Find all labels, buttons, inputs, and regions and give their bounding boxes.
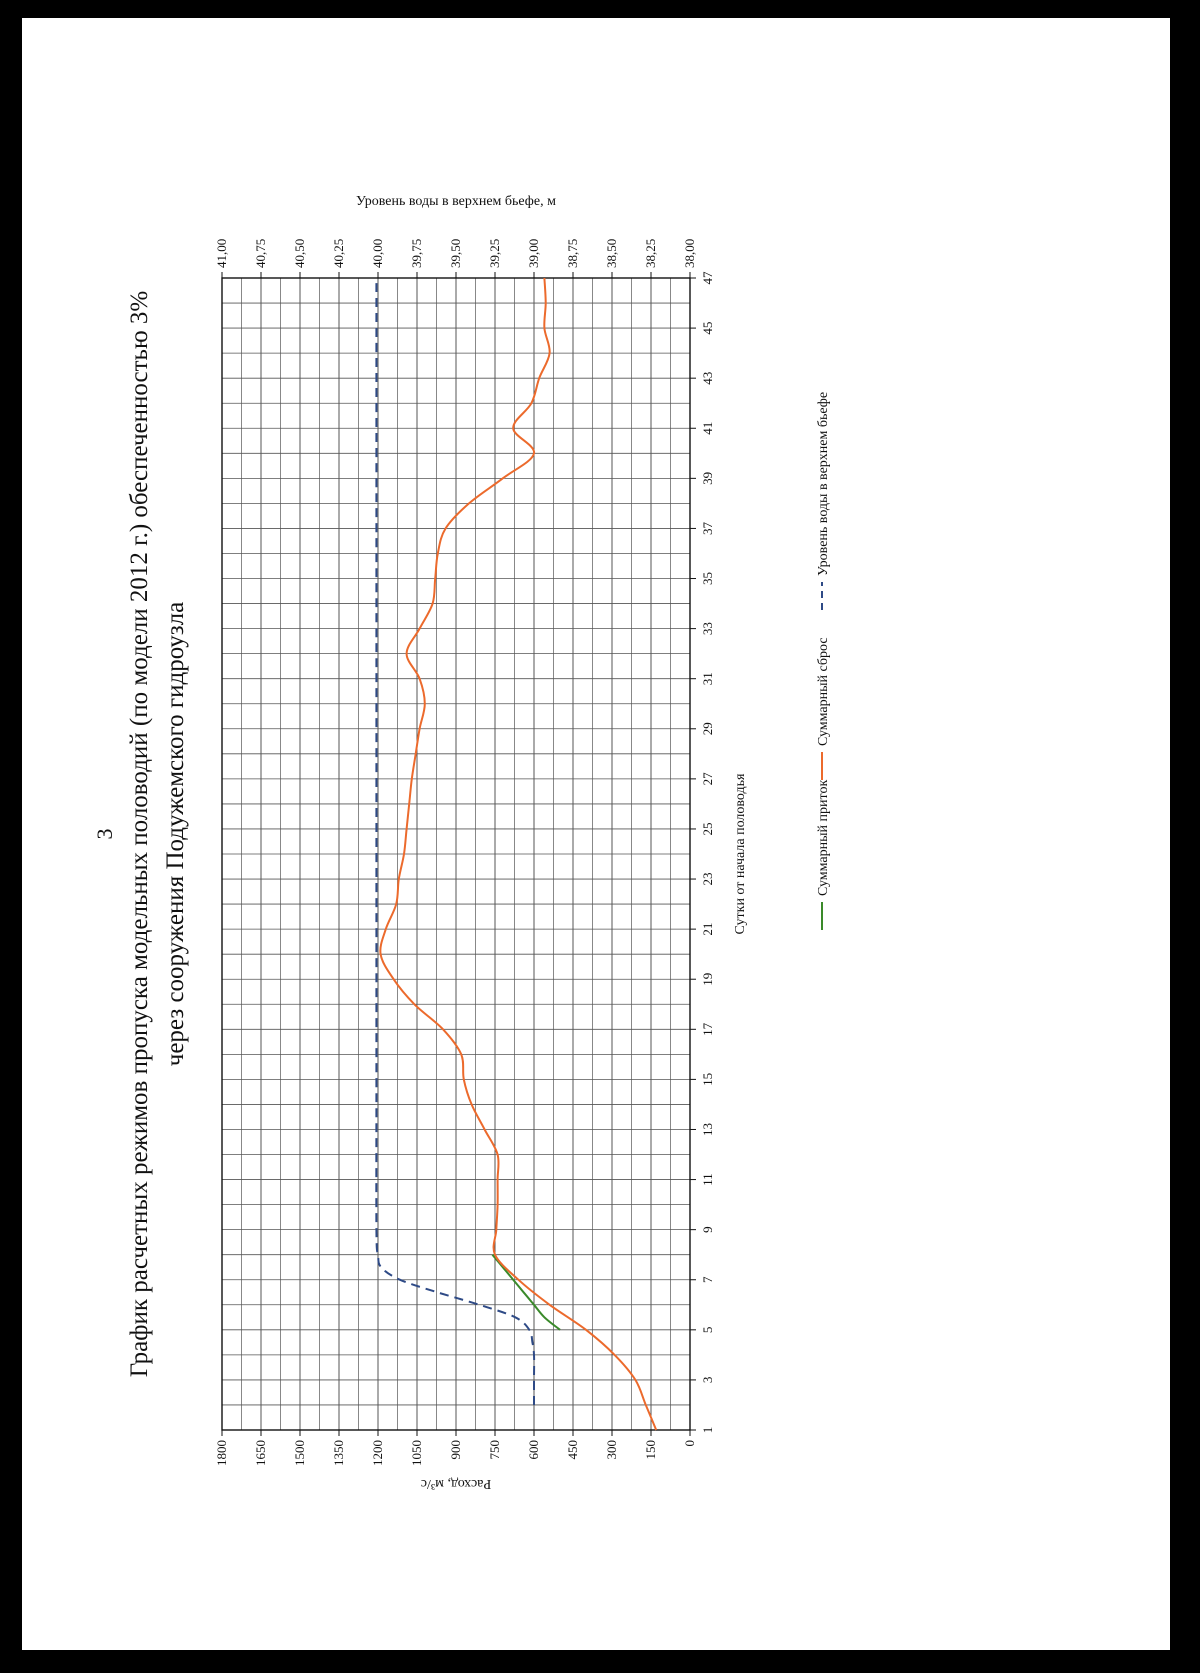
x-tick-label: 1: [700, 1427, 715, 1434]
x-tick-label: 39: [700, 472, 715, 485]
y-tick-label: 300: [604, 1440, 619, 1460]
y-tick-label: 1800: [214, 1440, 229, 1466]
y2-tick-label: 41,00: [214, 239, 229, 268]
x-tick-label: 15: [700, 1073, 715, 1086]
y-tick-label: 450: [565, 1440, 580, 1460]
x-tick-label: 19: [700, 973, 715, 986]
y2-tick-label: 40,75: [253, 239, 268, 268]
x-tick-label: 7: [700, 1276, 715, 1283]
y-tick-label: 1650: [253, 1440, 268, 1466]
x-tick-label: 17: [700, 1022, 715, 1036]
page-sheet: 3 График расчетных режимов пропуска моде…: [22, 18, 1170, 1650]
x-tick-label: 29: [700, 722, 715, 735]
x-tick-label: 27: [700, 772, 715, 786]
y2-tick-label: 39,75: [409, 239, 424, 268]
y2-tick-label: 38,75: [565, 239, 580, 268]
x-tick-label: 5: [700, 1327, 715, 1334]
x-tick-label: 37: [700, 521, 715, 535]
series-line-0: [491, 1254, 561, 1331]
x-tick-label: 47: [700, 271, 715, 285]
x-tick-label: 43: [700, 372, 715, 385]
x-tick-label: 3: [700, 1377, 715, 1384]
y2-tick-label: 39,00: [526, 239, 541, 268]
y-tick-label: 1350: [331, 1440, 346, 1466]
x-tick-label: 13: [700, 1123, 715, 1136]
y-tick-label: 0: [682, 1440, 697, 1447]
legend-label-2: Уровень воды в верхнем бьефе: [816, 392, 831, 576]
x-tick-label: 25: [700, 822, 715, 835]
y2-tick-label: 38,25: [643, 239, 658, 268]
x-tick-label: 21: [700, 923, 715, 936]
x-tick-label: 23: [700, 873, 715, 886]
y-tick-label: 900: [448, 1440, 463, 1460]
y-tick-label: 600: [526, 1440, 541, 1460]
y-tick-label: 1500: [292, 1440, 307, 1466]
x-axis-title: Сутки от начала половодья: [733, 773, 748, 934]
x-tick-label: 9: [700, 1226, 715, 1233]
y2-axis-title: Уровень воды в верхнем бьефе, м: [356, 194, 556, 209]
x-tick-label: 35: [700, 572, 715, 585]
x-tick-label: 33: [700, 622, 715, 635]
y2-tick-label: 39,50: [448, 239, 463, 268]
y-tick-label: 1050: [409, 1440, 424, 1466]
series-line-2: [375, 278, 536, 1406]
y-tick-label: 1200: [370, 1440, 385, 1466]
x-tick-label: 31: [700, 672, 715, 685]
x-tick-label: 45: [700, 322, 715, 335]
y2-tick-label: 40,25: [331, 239, 346, 268]
y-tick-label: 750: [487, 1440, 502, 1460]
y-axis-title: Расход, м³/с: [421, 1476, 491, 1491]
x-tick-label: 11: [700, 1173, 715, 1186]
legend-label-0: Суммарный приток: [816, 780, 831, 896]
y2-tick-label: 40,00: [370, 239, 385, 268]
legend-label-1: Суммарный сброс: [816, 637, 831, 746]
flood-chart: 0 150 300 450 600 750 900 1050 1200 1350 1500 1650 1…: [214, 194, 831, 1491]
x-tick-label: 41: [700, 422, 715, 435]
y2-tick-label: 40,50: [292, 239, 307, 268]
rotated-page: 3 График расчетных режимов пропуска моде…: [22, 18, 1170, 1650]
y2-tick-label: 38,00: [682, 239, 697, 268]
y2-tick-label: 38,50: [604, 239, 619, 268]
series-line-1: [379, 277, 658, 1431]
y2-tick-label: 39,25: [487, 239, 502, 268]
y-tick-label: 150: [643, 1440, 658, 1460]
